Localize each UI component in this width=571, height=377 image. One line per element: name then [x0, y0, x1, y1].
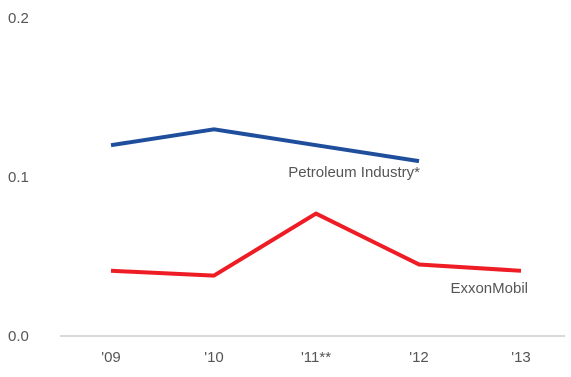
y-tick-label: 0.1	[8, 169, 29, 186]
series-labels: Petroleum Industry* ExxonMobil	[288, 164, 528, 297]
x-axis-tick-labels: '09 '10 '11** '12 '13	[101, 349, 531, 366]
series-label: ExxonMobil	[450, 280, 528, 297]
x-tick-label: '13	[511, 349, 531, 366]
x-tick-label: '12	[409, 349, 429, 366]
series-lines	[110, 127, 522, 278]
x-tick-label: '11**	[301, 349, 331, 366]
y-axis-tick-labels: 0.0 0.1 0.2	[8, 10, 29, 345]
series-line-0	[110, 127, 420, 164]
x-tick-label: '10	[204, 349, 224, 366]
series-label: Petroleum Industry*	[288, 164, 420, 181]
series-line-1	[110, 211, 522, 278]
y-tick-label: 0.2	[8, 10, 29, 27]
y-tick-label: 0.0	[8, 328, 29, 345]
x-tick-label: '09	[101, 349, 121, 366]
